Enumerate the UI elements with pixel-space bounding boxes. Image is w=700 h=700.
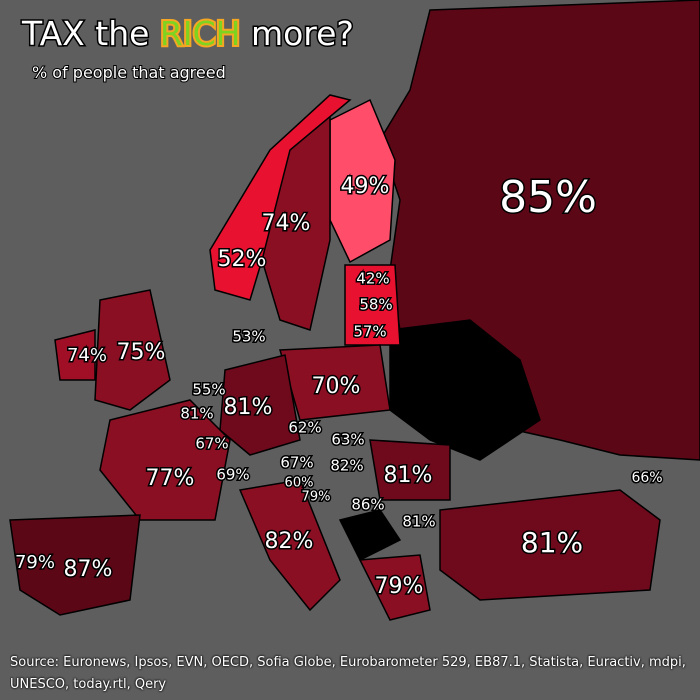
uk bbox=[94, 289, 171, 411]
country-label: 60% bbox=[285, 476, 314, 491]
country-label: 81% bbox=[384, 463, 433, 488]
country-label: 53% bbox=[232, 328, 265, 346]
title-part: TAX the bbox=[21, 14, 160, 53]
country-label: 75% bbox=[117, 340, 166, 365]
country-label: 79% bbox=[302, 490, 331, 505]
source: Source: Euronews, Ipsos, EVN, OECD, Sofi… bbox=[10, 655, 686, 692]
country-label: 85% bbox=[499, 172, 597, 223]
germany bbox=[219, 354, 301, 456]
italy bbox=[238, 479, 341, 612]
title: TAX the RICH more? bbox=[21, 14, 354, 53]
country-label: 55% bbox=[192, 381, 225, 399]
belarus-ukraine bbox=[389, 319, 541, 461]
country-label: 87% bbox=[64, 557, 113, 582]
norway bbox=[209, 94, 352, 301]
footer-box: Source: Euronews, Ipsos, EVN, OECD, Sofi… bbox=[10, 655, 686, 692]
title-part: more? bbox=[240, 14, 354, 53]
title-highlight: RICH bbox=[160, 14, 241, 53]
labels: 85%49%74%52%42%58%57%53%74% 75%70%55%81% 8… bbox=[13, 171, 664, 601]
country-label: 63% bbox=[331, 431, 364, 449]
country-label: 58% bbox=[359, 296, 392, 314]
country-label: 42% bbox=[356, 270, 389, 288]
country-label: 81% bbox=[521, 526, 583, 559]
country-label: 79% bbox=[15, 552, 55, 573]
baltics bbox=[344, 264, 401, 346]
country-label: 62% bbox=[288, 419, 321, 437]
country-label: 77% bbox=[146, 466, 195, 491]
country-label: 69% bbox=[216, 466, 249, 484]
ireland bbox=[54, 329, 96, 381]
country-label: 74% bbox=[67, 345, 107, 366]
country-label: 57% bbox=[353, 323, 386, 341]
country-label: 79% bbox=[375, 574, 424, 599]
subtitle: % of people that agreed bbox=[32, 63, 226, 82]
country-label: 67% bbox=[195, 435, 228, 453]
france bbox=[99, 399, 231, 521]
country-label: 82% bbox=[265, 529, 314, 554]
country-label: 82% bbox=[330, 457, 363, 475]
country-label: 52% bbox=[218, 247, 267, 272]
balkans bbox=[338, 509, 402, 562]
iberia bbox=[9, 514, 141, 616]
country-label: 81% bbox=[224, 395, 273, 420]
poland bbox=[279, 344, 391, 421]
romania bbox=[369, 439, 451, 501]
land-shapes bbox=[9, 0, 700, 621]
country-label: 81% bbox=[180, 405, 213, 423]
turkey bbox=[439, 489, 661, 601]
greece bbox=[358, 554, 431, 621]
country-label: 86% bbox=[351, 496, 384, 514]
country-label: 74% bbox=[262, 211, 311, 236]
country-label: 67% bbox=[280, 454, 313, 472]
country-label: 70% bbox=[312, 374, 361, 399]
country-label: 49% bbox=[341, 174, 390, 199]
country-label: 66% bbox=[631, 470, 662, 486]
country-label: 81% bbox=[402, 513, 435, 531]
